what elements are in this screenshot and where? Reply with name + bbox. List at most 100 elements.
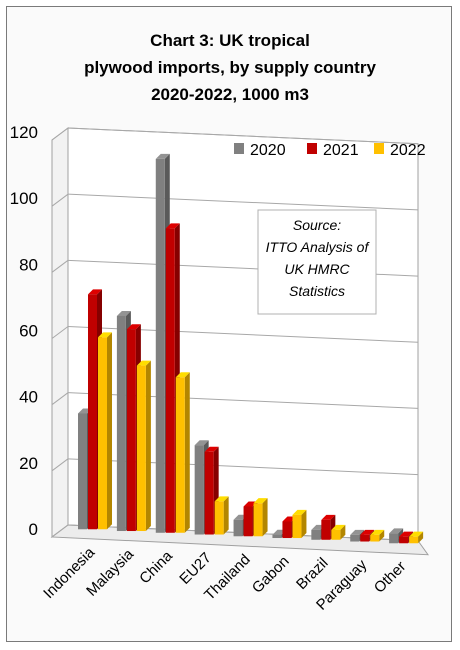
- bar-top: [116, 310, 131, 316]
- bar-front: [155, 158, 165, 533]
- legend-swatch-2022: [374, 143, 384, 154]
- bar-side: [262, 498, 268, 537]
- y-tick-label: 40: [19, 388, 38, 407]
- gridline-side: [51, 127, 69, 141]
- bar-top: [204, 446, 219, 452]
- bar-front: [292, 514, 302, 539]
- bar-front: [389, 533, 399, 544]
- source-line-1: Source:: [293, 217, 341, 233]
- bar-front: [272, 534, 282, 539]
- gridline-side: [51, 524, 69, 538]
- bar-front: [204, 451, 214, 535]
- gridline-side: [51, 193, 69, 207]
- bar-top: [399, 531, 414, 537]
- bar-side: [340, 524, 346, 540]
- gridline-side: [51, 259, 69, 273]
- bar-front: [88, 294, 97, 530]
- gridline: [67, 193, 419, 211]
- gridline: [67, 127, 419, 145]
- bar-top: [253, 498, 268, 504]
- legend-label-2022: 2022: [390, 142, 426, 159]
- legend-label-2021: 2021: [323, 142, 359, 159]
- bar-front: [194, 445, 204, 535]
- gridline-side: [51, 458, 69, 472]
- x-category-other: Other: [371, 558, 410, 597]
- bar-front: [116, 315, 126, 532]
- bar-front: [331, 529, 341, 540]
- bar-china-2022: [175, 372, 190, 533]
- bar-front: [409, 536, 419, 544]
- bar-top: [136, 360, 151, 366]
- bar-top: [350, 529, 365, 535]
- bars: [78, 153, 424, 544]
- gridline-side: [51, 326, 69, 339]
- bar-front: [214, 501, 224, 535]
- bar-top: [409, 531, 424, 537]
- bar-top: [98, 332, 112, 338]
- legend: 2020 2021 2022: [234, 142, 426, 159]
- bar-front: [175, 377, 185, 533]
- x-category-eu27: EU27: [176, 549, 215, 588]
- bar-eu27-2022: [214, 496, 229, 535]
- x-category-china: China: [136, 547, 176, 587]
- y-tick-label: 80: [19, 255, 38, 274]
- legend-swatch-2020: [234, 143, 244, 154]
- chart-title-line-2: plywood imports, by supply country: [84, 58, 376, 77]
- bar-top: [165, 223, 180, 229]
- bar-top: [370, 529, 385, 535]
- source-line-4: Statistics: [289, 283, 345, 299]
- bar-front: [253, 503, 263, 537]
- y-tick-label: 20: [19, 454, 38, 473]
- bar-side: [301, 509, 307, 539]
- bar-front: [126, 329, 136, 532]
- bar-top: [194, 440, 209, 446]
- bar-indonesia-2022: [98, 332, 112, 530]
- bar-front: [360, 534, 370, 542]
- bar-side: [107, 332, 112, 530]
- bar-side: [418, 531, 424, 544]
- bar-front: [78, 413, 87, 530]
- bar-top: [292, 509, 307, 515]
- bar-front: [399, 536, 409, 544]
- bar-front: [233, 519, 243, 537]
- bar-other-2022: [409, 531, 424, 544]
- bar-top: [155, 153, 170, 159]
- bar-front: [98, 337, 107, 530]
- bar-front: [165, 228, 175, 533]
- y-axis-ticks: 0 20 40 60 80 100 120: [10, 123, 38, 539]
- bar-brazil-2022: [331, 524, 346, 540]
- bar-top: [88, 289, 102, 295]
- bar-front: [136, 365, 146, 532]
- source-line-3: UK HMRC: [284, 261, 350, 277]
- chart-title-line-3: 2020-2022, 1000 m3: [151, 85, 309, 104]
- bar-side: [223, 496, 229, 535]
- bar-gabon-2022: [292, 509, 307, 539]
- bar-malaysia-2022: [136, 360, 151, 532]
- bar-top: [331, 524, 346, 530]
- y-tick-label: 60: [19, 322, 38, 341]
- gridline-side: [51, 392, 69, 406]
- bar-front: [370, 534, 380, 542]
- y-tick-label: 100: [10, 189, 38, 208]
- bar-front: [243, 506, 253, 537]
- x-category-gabon: Gabon: [249, 553, 293, 597]
- bar-front: [321, 519, 331, 540]
- bar-side: [145, 360, 151, 532]
- bar-front: [282, 521, 292, 539]
- bar-top: [321, 514, 336, 520]
- source-box: Source: ITTO Analysis of UK HMRC Statist…: [257, 209, 377, 315]
- bar-paraguay-2022: [370, 529, 385, 542]
- source-line-2: ITTO Analysis of: [266, 239, 371, 255]
- bar-front: [350, 534, 360, 542]
- bar-top: [214, 496, 229, 502]
- x-category-brazil: Brazil: [293, 555, 332, 594]
- bar-top: [360, 529, 375, 535]
- bar-thailand-2022: [253, 498, 268, 537]
- bar-front: [311, 529, 321, 540]
- bar-top: [175, 372, 190, 378]
- bar-top: [389, 528, 404, 534]
- y-tick-label: 120: [10, 123, 38, 142]
